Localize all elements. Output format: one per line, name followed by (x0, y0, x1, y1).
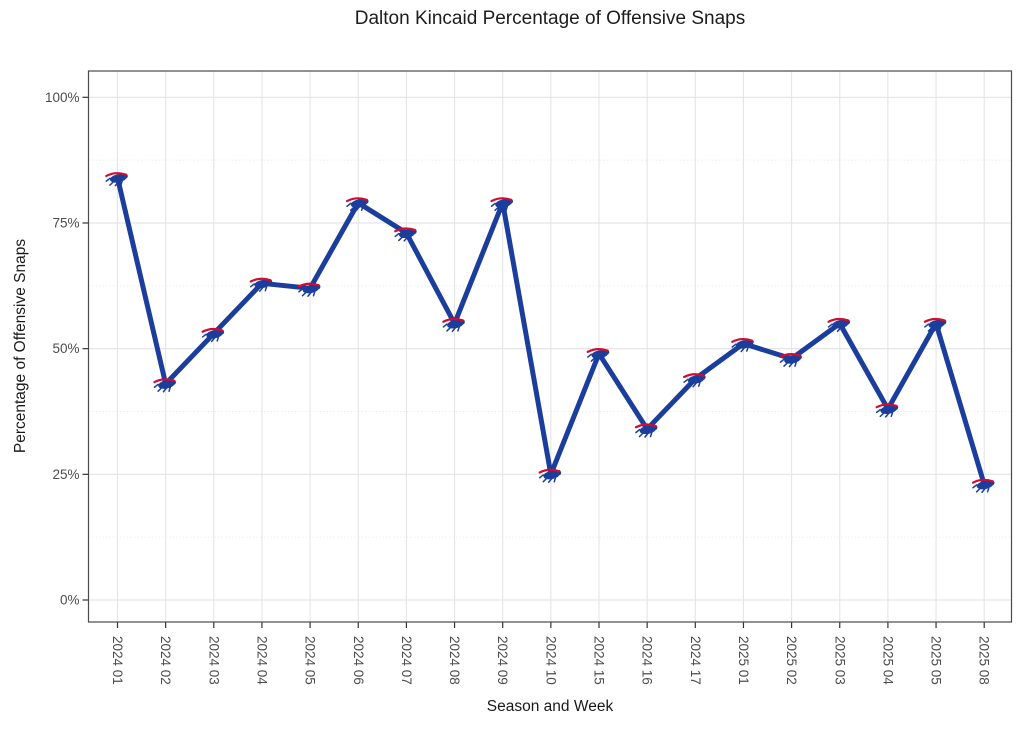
x-tick-label: 2025 02 (784, 636, 799, 685)
red-streak-icon (779, 353, 802, 359)
red-streak-icon (153, 378, 176, 384)
x-tick-label: 2024 07 (399, 636, 414, 685)
x-tick-label: 2025 05 (929, 636, 944, 685)
red-streak-icon (538, 468, 561, 474)
red-streak-icon (923, 317, 946, 323)
x-tick-label: 2024 01 (110, 636, 125, 685)
x-tick-label: 2025 04 (880, 636, 895, 685)
buffalo-legs-icon (538, 474, 557, 483)
x-tick-label: 2024 04 (254, 636, 269, 685)
x-tick-label: 2024 02 (158, 636, 173, 685)
x-tick-label: 2024 05 (303, 636, 318, 685)
y-axis-title: Percentage of Offensive Snaps (12, 238, 29, 454)
red-streak-icon (634, 423, 657, 429)
red-streak-icon (297, 282, 320, 288)
buffalo-legs-icon (827, 323, 846, 333)
red-streak-icon (105, 172, 128, 178)
bills-logo-marker (634, 423, 658, 438)
panel-border (87, 70, 1013, 623)
red-streak-icon (586, 348, 609, 353)
x-axis-title: Season and Week (486, 698, 614, 715)
bills-logo-marker (827, 317, 851, 333)
bills-logo-marker (971, 478, 995, 494)
x-tick-label: 2024 06 (351, 636, 366, 685)
red-streak-icon (345, 197, 368, 203)
y-tick-label: 25% (52, 467, 79, 482)
buffalo-legs-icon (153, 383, 171, 393)
bills-logo-marker (153, 378, 176, 393)
buffalo-legs-icon (346, 202, 364, 212)
bills-logo-marker (586, 348, 610, 363)
buffalo-legs-icon (394, 232, 412, 242)
bills-logo-marker (538, 468, 562, 483)
buffalo-legs-icon (875, 408, 894, 418)
buffalo-legs-icon (587, 353, 605, 363)
bills-logo-marker (779, 353, 802, 368)
bills-logo-marker (490, 197, 513, 212)
buffalo-legs-icon (731, 343, 749, 353)
x-tick-label: 2024 03 (206, 636, 221, 685)
x-tick-label: 2024 17 (688, 636, 703, 685)
bills-logo-marker (442, 317, 465, 333)
red-streak-icon (394, 227, 417, 233)
red-streak-icon (971, 478, 994, 484)
red-streak-icon (827, 317, 850, 323)
bills-logo-marker (682, 373, 706, 388)
x-tick-label: 2024 10 (543, 636, 558, 685)
bills-logo-marker (875, 403, 899, 418)
buffalo-legs-icon (683, 378, 701, 388)
y-tick-label: 100% (45, 90, 80, 105)
buffalo-legs-icon (442, 323, 460, 333)
y-tick-label: 75% (52, 215, 79, 230)
x-tick-label: 2025 03 (832, 636, 847, 685)
red-streak-icon (201, 328, 224, 333)
buffalo-legs-icon (105, 177, 123, 187)
red-streak-icon (490, 197, 513, 203)
x-tick-label: 2024 09 (495, 636, 510, 685)
x-tick-label: 2024 08 (447, 636, 462, 685)
buffalo-legs-icon (972, 484, 990, 494)
red-streak-icon (875, 403, 898, 409)
bills-logo-marker (345, 197, 369, 212)
buffalo-legs-icon (779, 358, 797, 368)
panel-background (88, 71, 1012, 622)
red-streak-icon (731, 338, 754, 343)
buffalo-legs-icon (298, 288, 316, 297)
chart-title: Dalton Kincaid Percentage of Offensive S… (354, 8, 746, 29)
y-tick-label: 50% (52, 341, 79, 356)
red-streak-icon (442, 317, 465, 323)
bills-logo-marker (249, 277, 273, 292)
bills-logo-marker (731, 338, 754, 353)
y-tick-label: 0% (60, 593, 80, 608)
buffalo-legs-icon (924, 323, 942, 333)
x-tick-label: 2025 08 (977, 636, 992, 685)
buffalo-legs-icon (250, 283, 268, 292)
bills-logo-marker (923, 317, 947, 333)
x-tick-label: 2025 01 (736, 636, 751, 685)
bills-logo-marker (297, 282, 321, 297)
x-tick-label: 2024 16 (640, 636, 655, 685)
buffalo-legs-icon (201, 333, 220, 343)
buffalo-legs-icon (635, 428, 653, 438)
bills-logo-marker (394, 227, 417, 242)
buffalo-legs-icon (490, 202, 509, 212)
red-streak-icon (249, 277, 272, 283)
red-streak-icon (682, 373, 705, 379)
bills-logo-marker (201, 328, 225, 343)
x-tick-label: 2024 15 (592, 636, 607, 685)
bills-logo-marker (105, 172, 128, 187)
